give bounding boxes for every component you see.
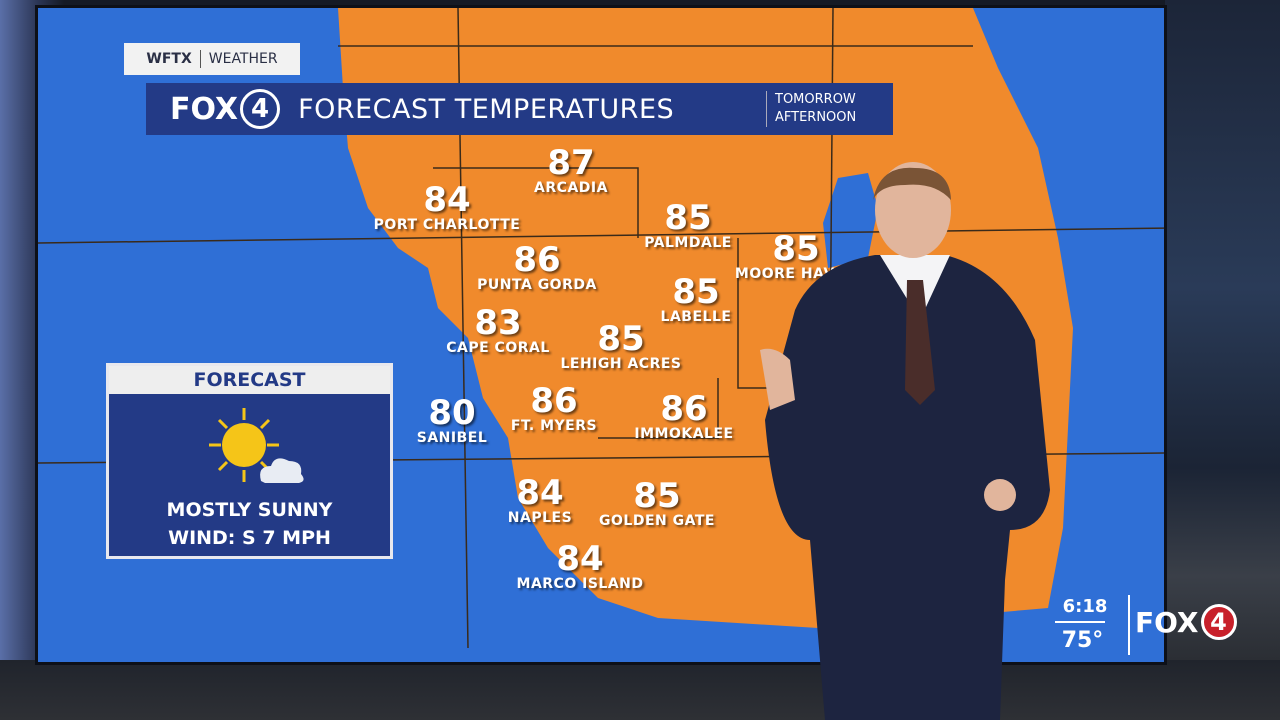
city-label: 84 NAPLES xyxy=(508,476,572,526)
forecast-period: TOMORROW AFTERNOON xyxy=(766,91,856,127)
clock: 6:18 xyxy=(1062,596,1108,617)
page-title: FORECAST TEMPERATURES xyxy=(298,93,675,125)
forecast-panel: FORECAST MOSTLY SUNNY WIND: S 7 MPH xyxy=(106,363,393,559)
station-tag: WFTX WEATHER xyxy=(124,43,300,75)
city-temperature: 84 xyxy=(556,539,604,579)
city-label: 85 GOLDEN GATE xyxy=(599,479,715,529)
city-temperature: 80 xyxy=(428,393,476,433)
city-label: 86 PUNTA GORDA xyxy=(477,243,597,293)
city-temperature: 85 xyxy=(664,198,712,238)
city-label: 84 MARCO ISLAND xyxy=(517,542,644,592)
city-name: SANIBEL xyxy=(416,430,488,446)
forecast-heading: FORECAST xyxy=(109,366,390,394)
city-temperature: 84 xyxy=(423,180,471,220)
lake-okeechobee-area xyxy=(823,173,878,268)
city-temperature: 85 xyxy=(772,229,820,269)
city-temperature: 85 xyxy=(672,272,720,312)
city-temperature: 86 xyxy=(530,381,578,421)
city-name: PORT CHARLOTTE xyxy=(373,217,521,233)
divider xyxy=(1055,621,1105,623)
city-label: 85 LEHIGH ACRES xyxy=(560,322,681,372)
sun-cloud-icon xyxy=(209,408,304,483)
divider xyxy=(1128,595,1130,655)
current-temperature: 75° xyxy=(1061,628,1104,653)
city-name: NAPLES xyxy=(507,510,573,526)
city-label: 85 LABELLE xyxy=(661,275,732,325)
city-name: FT. MYERS xyxy=(510,418,598,434)
city-temperature: 85 xyxy=(597,319,645,359)
city-name: LABELLE xyxy=(660,309,732,325)
fox4-logo: FOX 4 xyxy=(1135,604,1237,640)
city-name: PUNTA GORDA xyxy=(477,277,597,293)
station-bug: 6:18 75° FOX 4 xyxy=(1050,590,1250,660)
station-name: WFTX xyxy=(146,51,192,67)
city-name: ARCADIA xyxy=(534,180,608,196)
title-banner: FOX 4 FORECAST TEMPERATURES TOMORROW AFTER… xyxy=(146,83,893,135)
city-label: 85 PALMDALE xyxy=(644,201,732,251)
city-label: 83 CAPE CORAL xyxy=(446,306,550,356)
forecast-conditions: MOSTLY SUNNY WIND: S 7 MPH xyxy=(166,499,333,549)
city-name: CAPE CORAL xyxy=(446,340,550,356)
city-label: 84 PORT CHARLOTTE xyxy=(374,183,521,233)
city-label: 86 IMMOKALEE xyxy=(634,392,733,442)
city-temperature: 87 xyxy=(547,143,595,183)
fox4-logo: FOX 4 xyxy=(170,89,281,129)
city-name: MARCO ISLAND xyxy=(516,576,644,592)
city-name: GOLDEN GATE xyxy=(599,513,715,529)
city-name: LEHIGH ACRES xyxy=(560,356,682,372)
city-temperature: 85 xyxy=(633,476,681,516)
weather-presenter xyxy=(760,162,1050,720)
city-label: 80 SANIBEL xyxy=(417,396,488,446)
city-temperature: 86 xyxy=(513,240,561,280)
city-name: PALMDALE xyxy=(644,235,732,251)
city-temperature: 86 xyxy=(660,389,708,429)
city-label: 86 FT. MYERS xyxy=(511,384,597,434)
city-name: IMMOKALEE xyxy=(634,426,734,442)
city-temperature: 83 xyxy=(474,303,522,343)
city-temperature: 84 xyxy=(516,473,564,513)
divider xyxy=(199,50,201,68)
studio-floor xyxy=(0,660,1280,720)
city-label: 87 ARCADIA xyxy=(534,146,608,196)
studio-wall xyxy=(1165,0,1280,720)
section-name: WEATHER xyxy=(208,51,278,67)
